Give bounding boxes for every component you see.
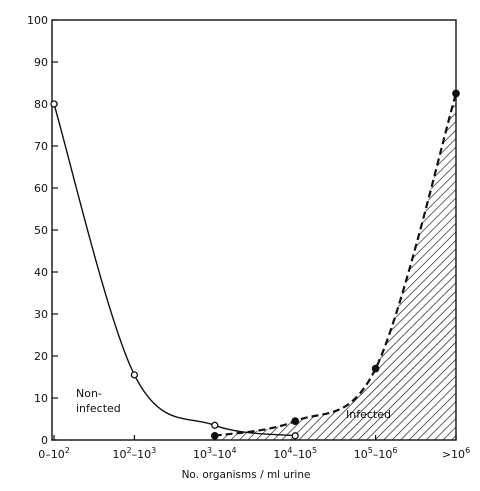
non-infected-point: [130, 371, 139, 379]
infected-series-line: [214, 93, 458, 437]
y-tick-label: 60: [34, 182, 48, 195]
infected-point: [210, 431, 219, 440]
non-infected-label: Non-infected: [76, 387, 121, 415]
x-tick-label: >106: [442, 446, 470, 461]
non-infected-point: [291, 432, 299, 440]
infected-hatched-area: [214, 93, 456, 440]
x-tick-label: 105–106: [354, 446, 398, 461]
y-tick-label: 50: [34, 224, 48, 237]
infected-label: Infected: [346, 408, 391, 421]
y-axis: 0 10 20 30 40 50 60 70 80 90 100: [27, 14, 58, 447]
x-tick-label: 102–103: [113, 446, 157, 461]
infected-point: [371, 364, 380, 373]
x-tick-label: 104–105: [273, 446, 317, 461]
non-infected-point: [211, 421, 219, 429]
y-tick-label: 10: [34, 392, 48, 405]
y-tick-label: 100: [27, 14, 48, 27]
x-tick-label: 0–102: [38, 446, 70, 461]
y-tick-label: 40: [34, 266, 48, 279]
series-layer: [50, 89, 460, 440]
infected-area: [214, 93, 456, 440]
y-tick-label: 90: [34, 56, 48, 69]
y-tick-label: 20: [34, 350, 48, 363]
y-tick-label: 80: [34, 98, 48, 111]
y-tick-label: 70: [34, 140, 48, 153]
y-tick-label: 0: [41, 434, 48, 447]
y-tick-label: 30: [34, 308, 48, 321]
x-tick-label: 103–104: [193, 446, 237, 461]
non-infected-point: [50, 100, 58, 108]
x-axis: 0–102 102–103 103–104 104–105 105–106 >106: [38, 435, 470, 461]
infected-point: [291, 417, 300, 425]
x-axis-title: No. organisms / ml urine: [182, 469, 311, 481]
infected-point: [452, 89, 460, 98]
